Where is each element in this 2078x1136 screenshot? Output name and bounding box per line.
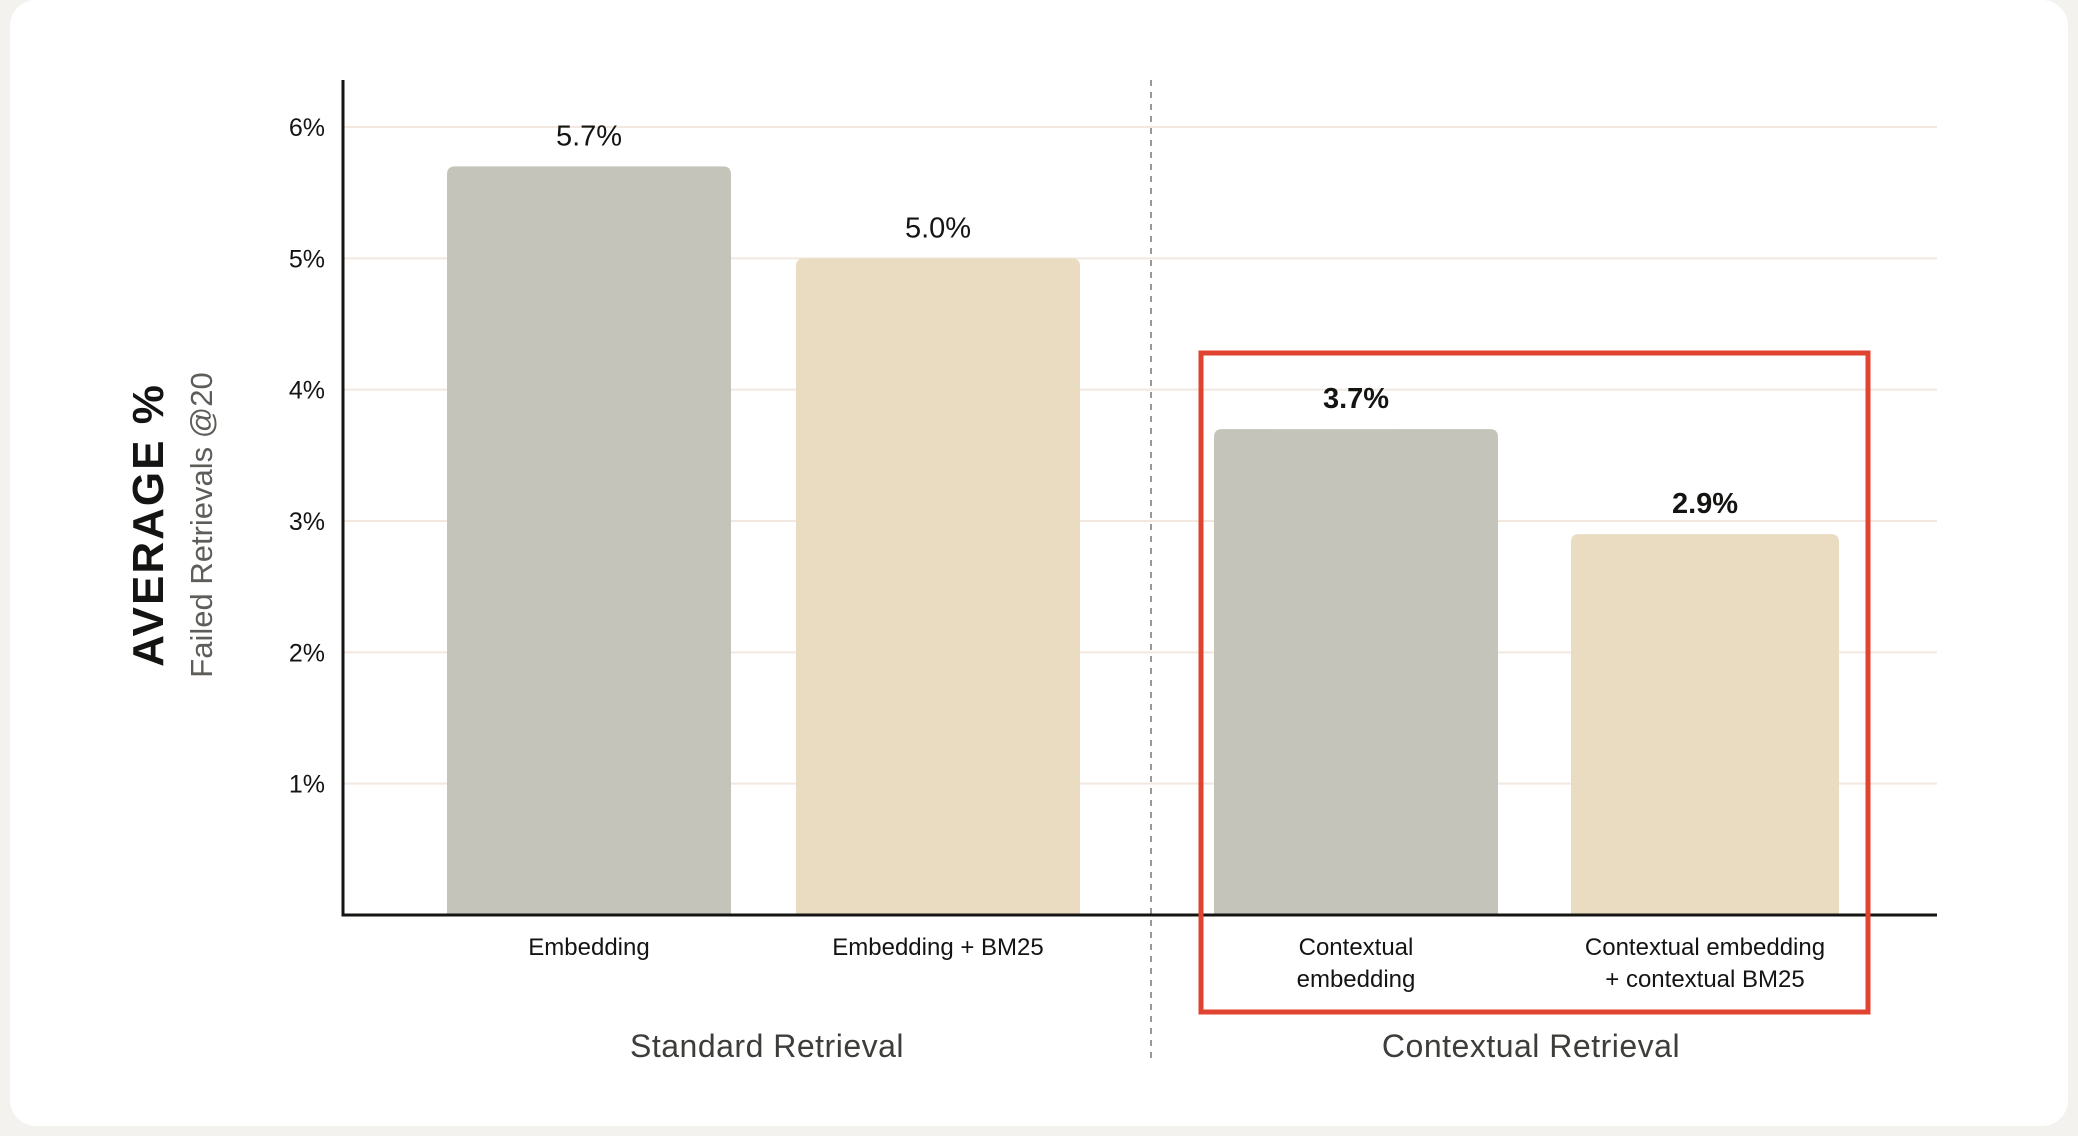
- y-tick-label: 5%: [289, 245, 325, 273]
- group-labels: Standard Retrieval Contextual Retrieval: [630, 1028, 1680, 1064]
- x-category-label: embedding: [1297, 966, 1416, 993]
- x-category-labels: Embedding Embedding + BM25 Contextual embed…: [528, 934, 1825, 993]
- bar-value-label: 5.0%: [905, 212, 971, 244]
- bars: [447, 166, 1839, 915]
- group-label: Standard Retrieval: [630, 1028, 904, 1064]
- chart-card: 1% 2% 3% 4% 5% 6% 5.7% 5.0% 3.7% 2.9% Embedding E…: [10, 0, 2068, 1126]
- x-category-label: Embedding: [528, 934, 649, 961]
- bar: [447, 166, 731, 915]
- axes: [341, 80, 1937, 1015]
- bar-chart: 1%2%3%4%5%6% 5.7%5.0%3.7%2.9% Embedding E…: [124, 80, 1937, 1064]
- y-tick-labels: 1% 2% 3% 4% 5% 6%: [289, 114, 325, 799]
- y-tick-label: 4%: [289, 377, 325, 405]
- y-axis-subtitle: Failed Retrievals @20: [184, 372, 219, 677]
- bar: [1214, 429, 1498, 915]
- bar: [1571, 534, 1839, 915]
- bar: [796, 258, 1080, 915]
- y-tick-label: 2%: [289, 639, 325, 667]
- y-tick-label: 6%: [289, 114, 325, 142]
- y-tick-label: 1%: [289, 771, 325, 799]
- x-category-label: Contextual: [1299, 934, 1414, 961]
- x-category-label: Embedding + BM25: [832, 934, 1043, 961]
- x-category-label: + contextual BM25: [1605, 966, 1804, 993]
- bar-value-label: 5.7%: [556, 120, 622, 152]
- bar-value-label: 2.9%: [1672, 488, 1738, 520]
- data-labels: 5.7% 5.0% 3.7% 2.9%: [556, 120, 1738, 520]
- y-axis-title: AVERAGE %: [124, 383, 173, 667]
- bar-value-label: 3.7%: [1323, 383, 1389, 415]
- y-tick-label: 3%: [289, 508, 325, 536]
- highlight-box: [1198, 350, 1871, 1015]
- group-label: Contextual Retrieval: [1382, 1028, 1680, 1064]
- x-category-label: Contextual embedding: [1585, 934, 1825, 961]
